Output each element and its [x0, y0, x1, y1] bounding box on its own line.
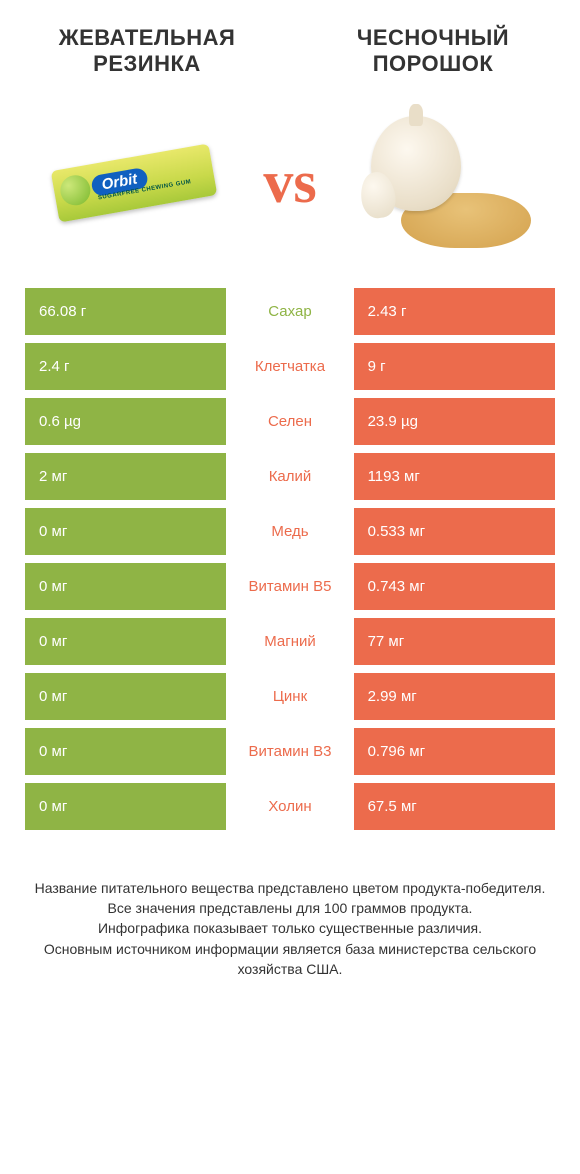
cell-left-value: 0 мг: [25, 728, 226, 775]
cell-left-value: 66.08 г: [25, 288, 226, 335]
title-right: ЧЕСНОЧНЫЙ ПОРОШОК: [316, 25, 550, 78]
table-row: 0 мгЦинк2.99 мг: [25, 673, 555, 720]
header: ЖЕВАТЕЛЬНАЯ РЕЗИНКА ЧЕСНОЧНЫЙ ПОРОШОК: [0, 0, 580, 88]
cell-left-value: 0 мг: [25, 673, 226, 720]
cell-left-value: 0 мг: [25, 563, 226, 610]
cell-right-value: 0.533 мг: [354, 508, 555, 555]
cell-right-value: 23.9 µg: [354, 398, 555, 445]
cell-nutrient-label: Холин: [226, 783, 353, 830]
footer-line: Название питательного вещества представл…: [30, 878, 550, 898]
cell-nutrient-label: Калий: [226, 453, 353, 500]
footer-line: Инфографика показывает только существенн…: [30, 918, 550, 938]
cell-nutrient-label: Селен: [226, 398, 353, 445]
cell-left-value: 0 мг: [25, 508, 226, 555]
table-row: 0 мгВитамин B30.796 мг: [25, 728, 555, 775]
comparison-table: 66.08 гСахар2.43 г 2.4 гКлетчатка9 г 0.6 µ…: [0, 288, 580, 830]
garlic-icon: [361, 108, 531, 258]
cell-right-value: 0.796 мг: [354, 728, 555, 775]
cell-left-value: 0 мг: [25, 783, 226, 830]
title-left: ЖЕВАТЕЛЬНАЯ РЕЗИНКА: [30, 25, 264, 78]
cell-right-value: 9 г: [354, 343, 555, 390]
cell-right-value: 0.743 мг: [354, 563, 555, 610]
table-row: 2 мгКалий1193 мг: [25, 453, 555, 500]
cell-right-value: 77 мг: [354, 618, 555, 665]
cell-nutrient-label: Сахар: [226, 288, 353, 335]
vs-label: vs: [238, 148, 342, 217]
cell-nutrient-label: Витамин B5: [226, 563, 353, 610]
table-row: 0 мгВитамин B50.743 мг: [25, 563, 555, 610]
cell-right-value: 1193 мг: [354, 453, 555, 500]
cell-left-value: 2 мг: [25, 453, 226, 500]
product-image-left: Orbit SUGARFREE CHEWING GUM: [30, 157, 238, 209]
cell-left-value: 0 мг: [25, 618, 226, 665]
table-row: 0 мгМагний77 мг: [25, 618, 555, 665]
apple-icon: [58, 173, 93, 208]
cell-nutrient-label: Цинк: [226, 673, 353, 720]
cell-nutrient-label: Витамин B3: [226, 728, 353, 775]
table-row: 66.08 гСахар2.43 г: [25, 288, 555, 335]
table-row: 0.6 µgСелен23.9 µg: [25, 398, 555, 445]
product-image-right: [342, 108, 550, 258]
cell-left-value: 0.6 µg: [25, 398, 226, 445]
cell-right-value: 2.43 г: [354, 288, 555, 335]
table-row: 0 мгХолин67.5 мг: [25, 783, 555, 830]
table-row: 2.4 гКлетчатка9 г: [25, 343, 555, 390]
footer-line: Все значения представлены для 100 граммо…: [30, 898, 550, 918]
gum-pack-icon: Orbit SUGARFREE CHEWING GUM: [51, 143, 218, 222]
cell-nutrient-label: Клетчатка: [226, 343, 353, 390]
footer-line: Основным источником информации является …: [30, 939, 550, 980]
table-row: 0 мгМедь0.533 мг: [25, 508, 555, 555]
cell-nutrient-label: Магний: [226, 618, 353, 665]
cell-left-value: 2.4 г: [25, 343, 226, 390]
cell-nutrient-label: Медь: [226, 508, 353, 555]
cell-right-value: 67.5 мг: [354, 783, 555, 830]
footer-notes: Название питательного вещества представл…: [0, 838, 580, 979]
cell-right-value: 2.99 мг: [354, 673, 555, 720]
product-images-row: Orbit SUGARFREE CHEWING GUM vs: [0, 88, 580, 288]
